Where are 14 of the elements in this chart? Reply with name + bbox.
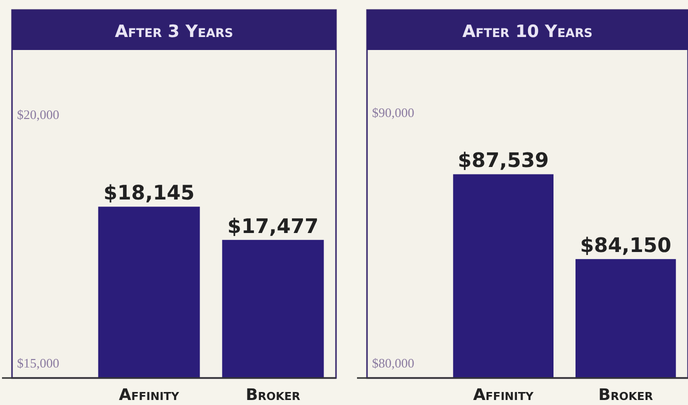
data-label: $87,539 xyxy=(458,148,549,172)
x-tick-label: Broker xyxy=(246,385,301,404)
text: After 10 Years xyxy=(462,22,593,42)
y-tick-label: $20,000 xyxy=(17,106,60,122)
y-tick-label: $15,000 xyxy=(17,356,60,371)
y-tick-label: $80,000 xyxy=(372,355,414,370)
x-tick-label: Broker xyxy=(598,385,654,404)
y-tick-label: $90,000 xyxy=(372,105,414,120)
data-label: $84,150 xyxy=(580,233,672,258)
x-tick-label: Affinity xyxy=(473,385,534,404)
data-label: $17,477 xyxy=(227,214,319,238)
data-label: $18,145 xyxy=(103,180,195,205)
text: After 3 Years xyxy=(114,22,234,42)
x-tick-label: Affinity xyxy=(118,385,180,404)
